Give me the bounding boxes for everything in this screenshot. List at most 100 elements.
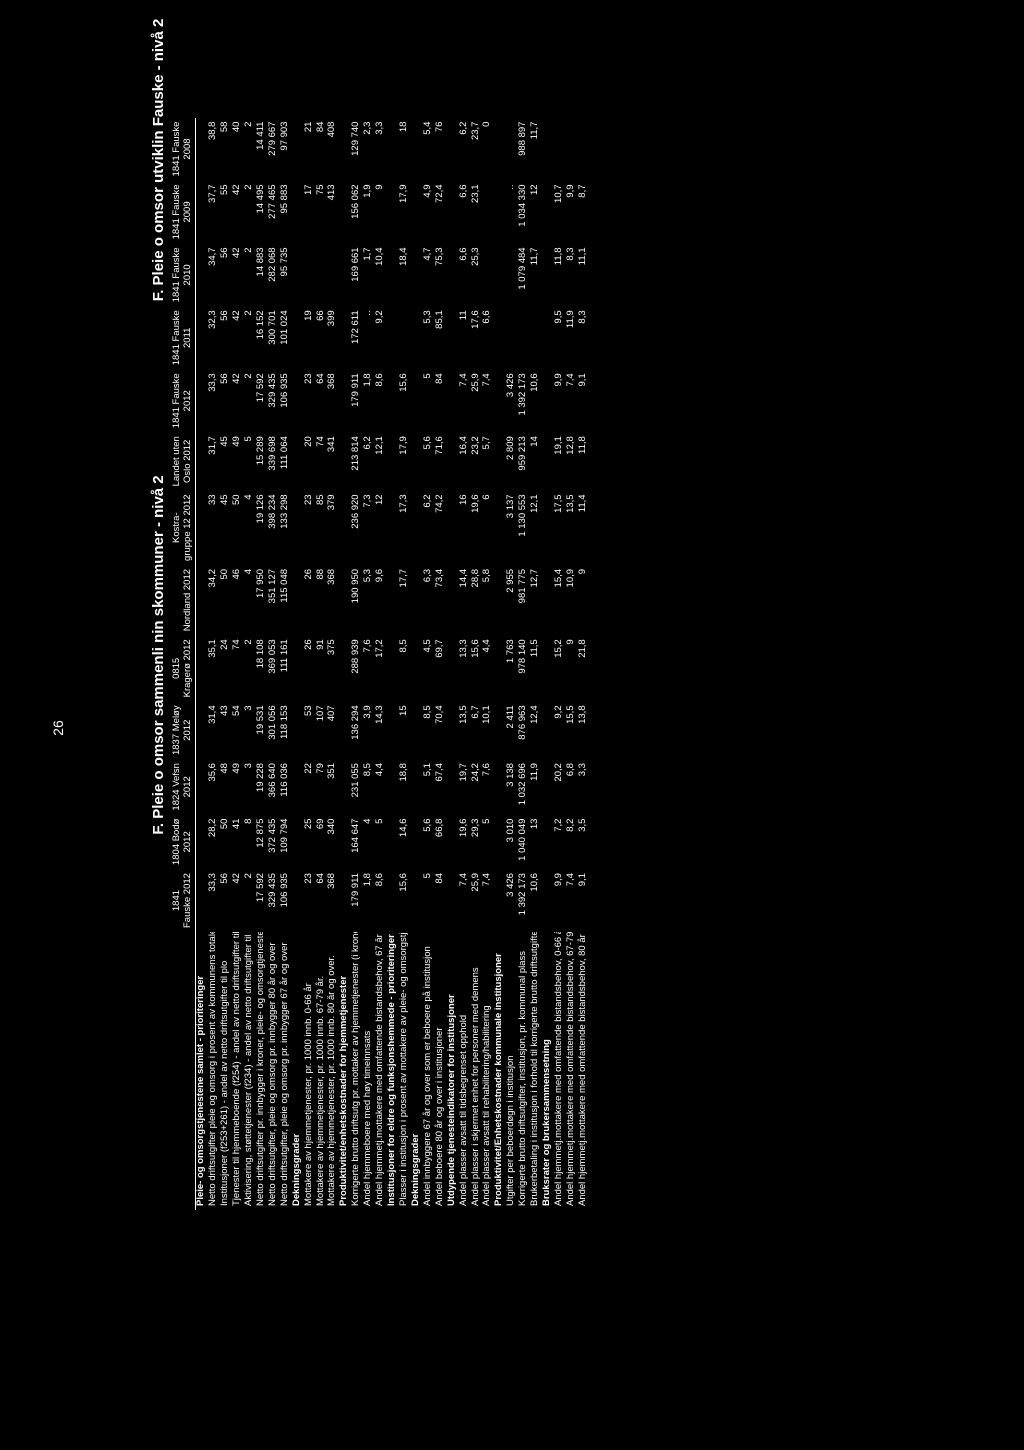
cell: 3,5 — [577, 815, 589, 869]
cell: 2 — [244, 869, 256, 932]
cell — [339, 118, 351, 181]
row-label: Korrigerte brutto driftsutg pr. mottaker… — [351, 932, 363, 1210]
cell — [446, 565, 458, 635]
cell: 14,4 — [458, 565, 470, 635]
row-label: Mottakere av hjemmetjenester, pr. 1000 i… — [327, 932, 339, 1210]
table-row: Institusjoner (f253+261) - andel av nett… — [220, 118, 232, 1210]
cell: 1,7 — [363, 243, 375, 306]
col-header-top: 1841 — [171, 869, 183, 932]
cell — [542, 180, 554, 243]
cell — [446, 243, 458, 306]
row-label: Andel innbyggere 67 år og over som er be… — [422, 932, 434, 1210]
cell: 399 — [327, 306, 339, 369]
cell: 1 040 049 — [518, 815, 530, 869]
cell — [542, 243, 554, 306]
cell: 34,7 — [208, 243, 220, 306]
row-label: Dekningsgrader — [410, 932, 422, 1210]
cell: 25,3 — [470, 243, 482, 306]
cell: 64 — [315, 369, 327, 432]
cell — [291, 432, 303, 490]
col-header-bottom: 2011 — [183, 306, 195, 369]
cell: 9 — [565, 635, 577, 701]
cell: 9,1 — [577, 869, 589, 932]
cell: 50 — [220, 565, 232, 635]
cell: 55 — [220, 180, 232, 243]
cell: 18 108 — [255, 635, 267, 701]
row-label: Netto driftsutgifter, pleie og omsorg pr… — [279, 932, 291, 1210]
cell: 74,2 — [434, 490, 446, 565]
cell: 3 426 — [506, 869, 518, 932]
page-container: 26 F. Pleie o omsor sammenli nin skommun… — [0, 0, 1024, 1450]
cell: 398 234 — [267, 490, 279, 565]
cell: 16,4 — [458, 432, 470, 490]
cell: 45 — [220, 432, 232, 490]
cell: 2 — [244, 635, 256, 701]
cell: 19 531 — [255, 701, 267, 759]
cell — [387, 815, 399, 869]
row-label: Andel beboere 80 år og over i institusjo… — [434, 932, 446, 1210]
cell — [446, 815, 458, 869]
col-header-top — [171, 565, 183, 635]
cell: 111 064 — [279, 432, 291, 490]
cell: 11,9 — [530, 759, 542, 815]
cell: 5,7 — [482, 432, 494, 490]
cell: 17 — [303, 180, 315, 243]
cell — [387, 759, 399, 815]
cell — [387, 243, 399, 306]
cell — [410, 243, 422, 306]
cell: 33,3 — [208, 869, 220, 932]
table-row: Mottakere av hjemmetjenester, pr. 1000 i… — [327, 118, 339, 1210]
cell: 7,4 — [458, 369, 470, 432]
cell: 8,6 — [375, 369, 387, 432]
title-right: F. Pleie o omsor utviklin Fauske - nivå … — [150, 0, 167, 370]
cell: 23,1 — [470, 180, 482, 243]
cell — [410, 118, 422, 181]
cell: 23,2 — [470, 432, 482, 490]
cell: 28,2 — [208, 815, 220, 869]
cell — [339, 432, 351, 490]
table-row: Tjenester til hjemmeboende (f254) - ande… — [232, 118, 244, 1210]
cell: 366 640 — [267, 759, 279, 815]
cell: 14 495 — [255, 180, 267, 243]
cell — [410, 815, 422, 869]
cell — [494, 369, 506, 432]
table-row: Utgifter per beboerdøgn i institusjon3 4… — [506, 118, 518, 1210]
cell: 8,2 — [565, 815, 577, 869]
row-label: Netto driftsutgifter pr. innbygger i kro… — [255, 932, 267, 1210]
cell: 2 — [244, 243, 256, 306]
cell: 109 794 — [279, 815, 291, 869]
cell: 2 — [244, 180, 256, 243]
cell: 11,8 — [577, 432, 589, 490]
cell — [494, 565, 506, 635]
cell — [542, 869, 554, 932]
row-label: Dekningsgrader — [291, 932, 303, 1210]
cell — [195, 759, 207, 815]
cell: 43 — [220, 701, 232, 759]
cell: 85 — [315, 490, 327, 565]
cell: 988 897 — [518, 118, 530, 181]
col-header-bottom: 2012 — [183, 701, 195, 759]
cell: 407 — [327, 701, 339, 759]
cell: 2 — [244, 118, 256, 181]
cell: 8,5 — [399, 635, 411, 701]
cell: 15,6 — [399, 869, 411, 932]
cell — [291, 565, 303, 635]
table-row: Andel hjemmetj.mottakere med omfattende … — [565, 118, 577, 1210]
cell: 8 — [244, 815, 256, 869]
cell — [494, 180, 506, 243]
cell — [565, 118, 577, 181]
cell — [446, 869, 458, 932]
cell: 56 — [220, 306, 232, 369]
cell: 2 955 — [506, 565, 518, 635]
cell: 190 950 — [351, 565, 363, 635]
cell: 164 647 — [351, 815, 363, 869]
row-label: Andel plasser i skjermet enhet for perso… — [470, 932, 482, 1210]
cell: 66 — [315, 306, 327, 369]
cell — [542, 565, 554, 635]
cell: 28,8 — [470, 565, 482, 635]
cell: 11,7 — [530, 118, 542, 181]
col-header-bottom: Kragerø 2012 — [183, 635, 195, 701]
cell: 11,1 — [577, 243, 589, 306]
cell: 3 — [244, 759, 256, 815]
cell: 329 435 — [267, 369, 279, 432]
